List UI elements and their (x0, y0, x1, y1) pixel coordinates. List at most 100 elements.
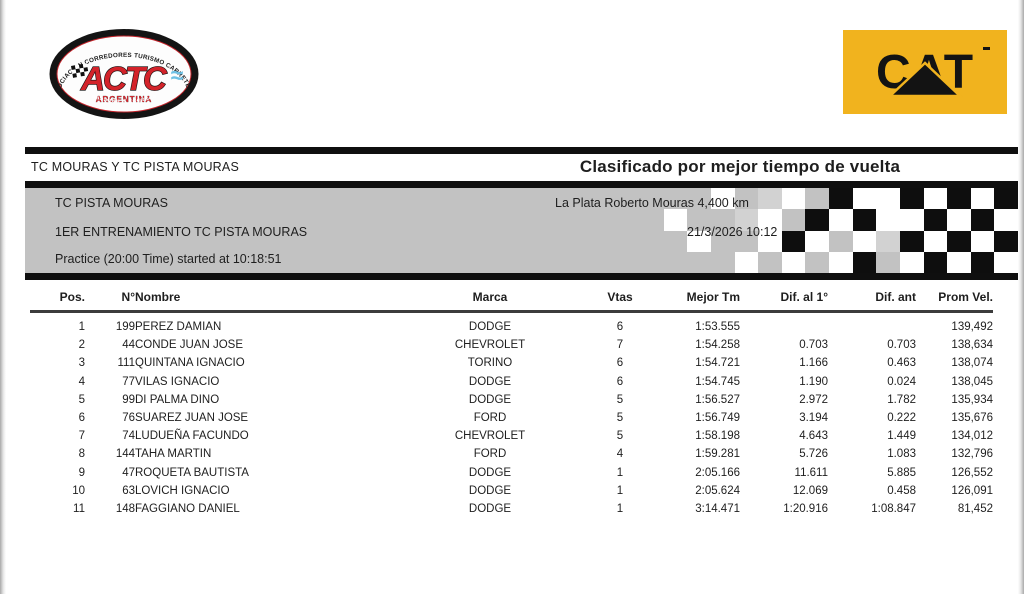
cell-pos: 3 (78, 357, 85, 370)
cell-name: LUDUEÑA FACUNDO (135, 430, 249, 443)
cell-name: CONDE JUAN JOSE (135, 339, 243, 352)
cell-vtas: 5 (616, 412, 624, 425)
actc-acronym: ACTC (80, 60, 168, 97)
cell-difant (828, 312, 916, 337)
checker-square (687, 230, 711, 252)
checker-square (994, 188, 1018, 210)
table-row: 1 199 PEREZ DAMIAN DODGE 6 1:53.555 139,492 (30, 312, 993, 337)
cell-marca: DODGE (468, 393, 512, 406)
checker-square (758, 209, 782, 231)
cell-name: LOVICH IGNACIO (135, 484, 230, 497)
checker-square (734, 251, 759, 273)
cell-pos: 8 (78, 448, 85, 461)
cell-name: QUINTANA IGNACIO (135, 357, 245, 370)
table-row: 6 76 SUAREZ JUAN JOSE FORD 5 1:56.749 3.194 0.2… (30, 409, 993, 427)
results-table-body: 1 199 PEREZ DAMIAN DODGE 6 1:53.555 139,492 2 44… (30, 312, 993, 519)
table-row: 5 99 DI PALMA DINO DODGE 5 1:56.527 2.972 1.782… (30, 391, 993, 409)
cell-dif1: 3.194 (799, 412, 828, 425)
col-header-name: Nombre (135, 285, 390, 313)
cat-trademark-mark (983, 47, 990, 50)
cell-prom: 134,012 (951, 430, 993, 443)
cell-prom: 138,074 (951, 357, 993, 370)
cell-difant: 0.458 (887, 484, 916, 497)
cell-vtas: 4 (616, 448, 624, 461)
cell-num: 144 (115, 448, 135, 461)
track-name: La Plata Roberto Mouras 4,400 km (555, 196, 749, 210)
cell-prom: 126,552 (951, 466, 993, 479)
checker-square (852, 209, 877, 231)
cell-mejor: 3:14.471 (695, 502, 740, 515)
cell-num: 148 (115, 502, 135, 515)
checker-square (710, 230, 735, 252)
cell-dif1: 4.643 (799, 430, 828, 443)
cell-dif1: 1.166 (799, 357, 828, 370)
cell-dif1: 11.611 (794, 466, 828, 479)
checker-square (899, 209, 924, 231)
cell-mejor: 1:54.745 (695, 375, 740, 388)
cell-pos: 6 (78, 412, 85, 425)
cell-mejor: 1:58.198 (695, 430, 740, 443)
practice-info: Practice (20:00 Time) started at 10:18:5… (55, 252, 282, 266)
checker-square (876, 209, 900, 231)
cell-difant: 1:08.847 (871, 502, 916, 515)
cell-vtas: 1 (616, 484, 624, 497)
cell-num: 111 (117, 357, 135, 370)
checker-square (663, 230, 688, 252)
cell-num: 77 (122, 375, 135, 388)
col-header-pos: Pos. (30, 285, 85, 313)
cat-triangle-icon (886, 61, 964, 98)
cell-dif1: 2.972 (799, 393, 828, 406)
checker-square (734, 230, 759, 252)
cell-name: TAHA MARTIN (135, 448, 212, 461)
checker-square (852, 251, 877, 273)
cell-name: DI PALMA DINO (135, 393, 220, 406)
col-header-avg-speed: Prom Vel. (916, 285, 993, 313)
cell-difant: 1.782 (887, 393, 916, 406)
checker-square (899, 188, 924, 210)
checker-square (710, 251, 735, 273)
cell-mejor: 1:56.527 (695, 393, 740, 406)
cell-num: 74 (122, 430, 135, 443)
cell-prom: 126,091 (951, 484, 993, 497)
checker-square (640, 188, 664, 210)
title-row: TC MOURAS Y TC PISTA MOURAS Clasificado … (25, 154, 1018, 181)
category-group-label: TC MOURAS Y TC PISTA MOURAS (31, 160, 239, 174)
checker-square (758, 251, 782, 273)
cell-marca: CHEVROLET (454, 430, 526, 443)
checker-square (829, 230, 853, 252)
checker-square (899, 251, 924, 273)
cell-prom: 139,492 (951, 321, 993, 334)
cell-pos: 2 (78, 339, 85, 352)
table-row: 9 47 ROQUETA BAUTISTA DODGE 1 2:05.166 11.611 5… (30, 464, 993, 482)
checker-square (970, 251, 995, 273)
checker-square (640, 209, 664, 231)
rule-bottom (25, 273, 1018, 280)
cell-name: PEREZ DAMIAN (135, 321, 222, 334)
cell-name: FAGGIANO DANIEL (135, 502, 240, 515)
actc-logo: ASOCIACION CORREDORES TURISMO CARRETERA … (48, 28, 199, 119)
cell-pos: 1 (78, 321, 85, 334)
checker-square (994, 209, 1018, 231)
cell-mejor: 2:05.624 (695, 484, 740, 497)
checker-square (852, 230, 877, 252)
checker-square (994, 230, 1018, 252)
cell-prom: 135,934 (951, 393, 993, 406)
checker-square (852, 188, 877, 210)
table-row: 10 63 LOVICH IGNACIO DODGE 1 2:05.624 12.069 0.… (30, 482, 993, 500)
checker-square (994, 251, 1018, 273)
cell-difant: 1.083 (887, 448, 916, 461)
cell-name: VILAS IGNACIO (135, 375, 220, 388)
cell-name: SUAREZ JUAN JOSE (135, 412, 249, 425)
cell-prom: 135,676 (951, 412, 993, 425)
cell-dif1: 0.703 (799, 339, 828, 352)
argentina-wave-icon: ≈ (171, 62, 184, 88)
cell-vtas: 6 (616, 357, 624, 370)
cell-vtas: 6 (616, 375, 624, 388)
page-title: Clasificado por mejor tiempo de vuelta (579, 157, 901, 176)
checker-square (876, 230, 900, 252)
checker-square (805, 230, 829, 252)
cell-mejor: 1:53.555 (695, 321, 740, 334)
checker-square (970, 230, 995, 252)
rule-middle (25, 181, 1018, 188)
